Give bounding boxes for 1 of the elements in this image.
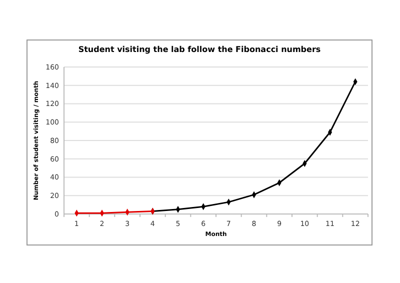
chart-title: Student visiting the lab follow the Fibonacci numbers [78,45,321,54]
